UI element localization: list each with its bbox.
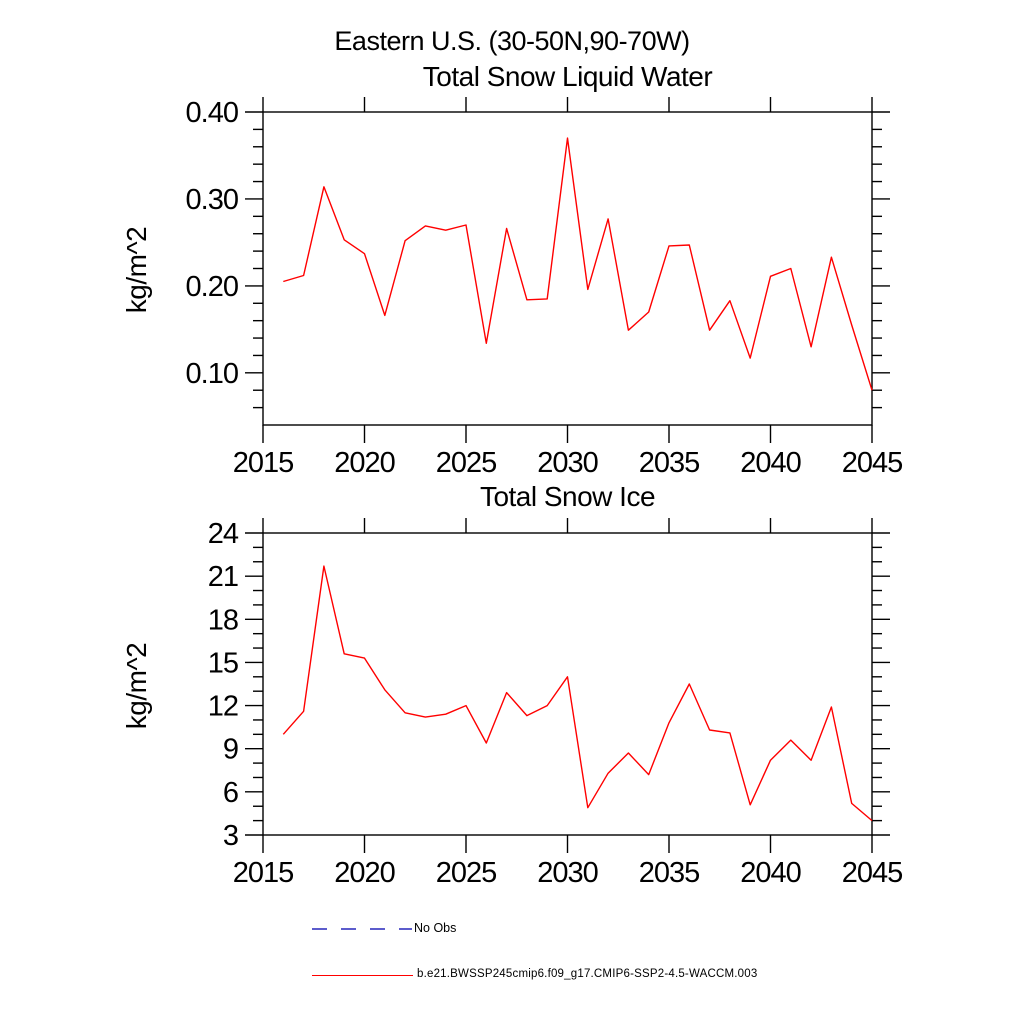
- x-tick-label: 2030: [537, 857, 598, 889]
- x-tick-label: 2020: [334, 857, 395, 889]
- y-tick-label: 24: [208, 518, 239, 550]
- y-tick-label: 0.20: [186, 271, 238, 303]
- y-tick-label: 6: [223, 777, 238, 809]
- x-tick-label: 2015: [233, 447, 294, 479]
- legend-no-obs-label: No Obs: [414, 921, 457, 935]
- x-tick-label: 2015: [233, 857, 294, 889]
- x-tick-label: 2025: [436, 857, 497, 889]
- y-tick-label: 0.10: [186, 358, 238, 390]
- y-tick-label: 12: [208, 691, 238, 723]
- series-line: [282, 565, 873, 822]
- y-tick-label: 0.30: [186, 184, 238, 216]
- plot-box: [262, 111, 873, 426]
- x-tick-label: 2035: [639, 447, 700, 479]
- y-tick-label: 15: [208, 647, 238, 679]
- x-tick-label: 2025: [436, 447, 497, 479]
- y-tick-label: 0.40: [186, 97, 238, 129]
- x-tick-label: 2040: [740, 447, 801, 479]
- x-tick-label: 2035: [639, 857, 700, 889]
- series-line: [283, 137, 873, 391]
- x-tick-label: 2045: [842, 447, 903, 479]
- snow-ice-chart: 2015 2020 2025 2030 2035 2040 2045 3 6 9 12 15 18 21 2…: [208, 518, 903, 889]
- snow-liquid-water-chart: 2015 2020 2025 2030 2035 2040 2045 0.10 0.20 0.30…: [186, 97, 903, 479]
- y-tick-label: 18: [208, 604, 238, 636]
- y-tick-label: 3: [223, 820, 238, 852]
- x-tick-label: 2030: [537, 447, 598, 479]
- x-tick-label: 2040: [740, 857, 801, 889]
- chart1-title: Total Snow Liquid Water: [422, 61, 713, 92]
- legend-model-label: b.e21.BWSSP245cmip6.f09_g17.CMIP6-SSP2-4…: [417, 968, 758, 980]
- chart2-title: Total Snow Ice: [479, 481, 656, 512]
- plot-box: [262, 532, 873, 836]
- legend-model-line: [312, 975, 413, 977]
- y-tick-label: 9: [223, 734, 238, 766]
- figure-main-title: Eastern U.S. (30-50N,90-70W): [334, 26, 690, 56]
- y-tick-label: 21: [208, 561, 238, 593]
- x-tick-label: 2020: [334, 447, 395, 479]
- legend-no-obs-dashed-line: [312, 928, 412, 930]
- x-tick-label: 2045: [842, 857, 903, 889]
